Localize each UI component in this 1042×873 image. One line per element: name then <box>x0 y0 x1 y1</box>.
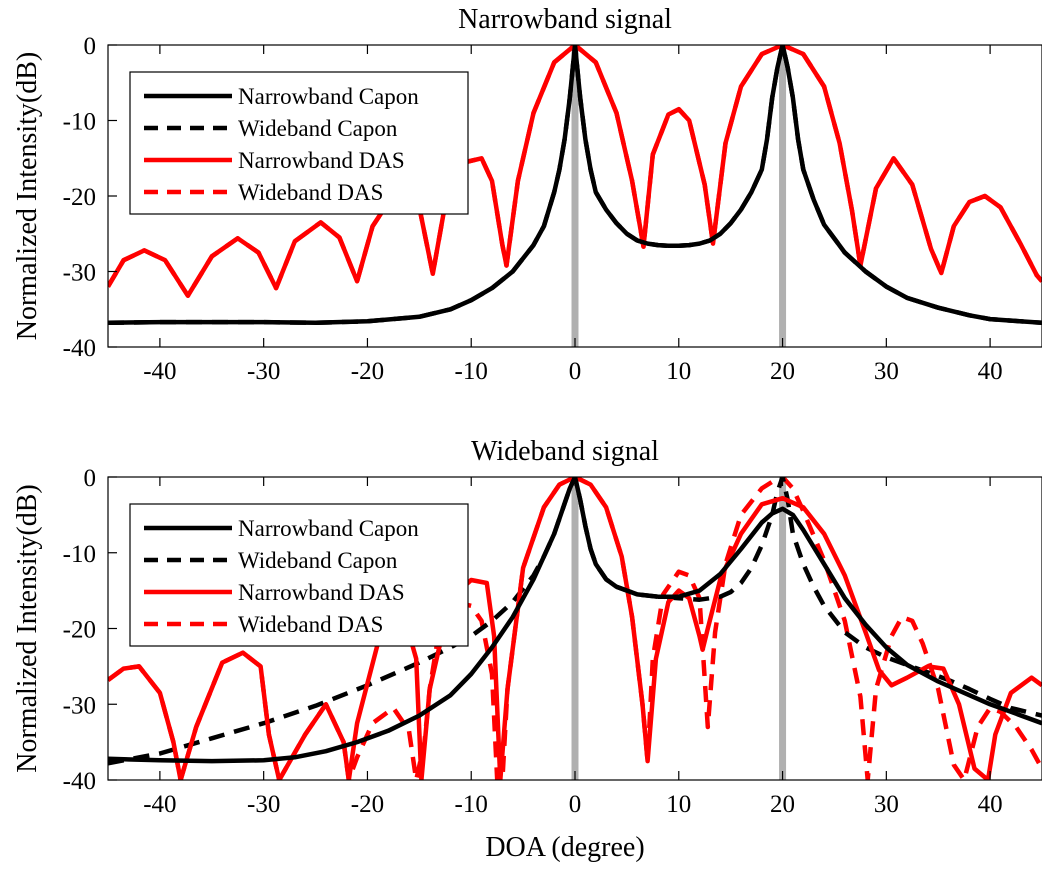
series-line-narrowband-das <box>108 45 1042 298</box>
legend-label: Narrowband DAS <box>238 148 405 173</box>
x-tick-label: -20 <box>351 358 384 385</box>
x-tick-label: 10 <box>666 358 691 385</box>
legend-label: Wideband Capon <box>238 548 398 573</box>
y-tick-label: -10 <box>63 109 96 136</box>
y-tick-label: 0 <box>84 465 97 492</box>
x-tick-label: -10 <box>455 791 488 818</box>
chart-panel-1: -40 -30 -20 -10 0 10 20 30 40 0 -10 -20 -30 -40 Narrow… <box>12 4 1042 385</box>
legend-label: Wideband DAS <box>238 612 383 637</box>
legend: Narrowband Capon Wideband Capon Narrowband… <box>129 71 469 215</box>
y-tick-label: -10 <box>63 541 96 568</box>
chart-title: Narrowband signal <box>458 4 672 35</box>
x-axis-label: DOA (degree) <box>485 832 644 863</box>
x-tick-label: 30 <box>874 791 899 818</box>
x-tick-label: 10 <box>666 791 691 818</box>
legend-label: Wideband Capon <box>238 116 398 141</box>
x-tick-label: 20 <box>770 358 795 385</box>
legend: Narrowband Capon Wideband Capon Narrowband… <box>129 503 469 647</box>
legend-label: Narrowband DAS <box>238 580 405 605</box>
x-tick-label: 0 <box>569 358 582 385</box>
legend-label: Narrowband Capon <box>238 84 419 109</box>
y-tick-label: -20 <box>63 617 96 644</box>
y-tick-label: -20 <box>63 184 96 211</box>
x-tick-label: 30 <box>874 358 899 385</box>
series-line-narrowband-capon <box>108 45 1042 326</box>
y-axis-label: Normalized Intensity(dB) <box>12 484 43 772</box>
y-tick-label: -30 <box>63 692 96 719</box>
y-tick-label: -40 <box>63 768 96 795</box>
series-line-narrowband-capon <box>108 477 1042 764</box>
x-tick-label: 0 <box>569 791 582 818</box>
chart-panel-2: -40 -30 -20 -10 0 10 20 30 40 0 -10 -20 -30 -40 Wideba… <box>12 436 1042 863</box>
chart-title: Wideband signal <box>471 436 659 467</box>
legend-label: Narrowband Capon <box>238 516 419 541</box>
series-line-wideband-capon <box>108 477 1042 766</box>
x-tick-label: -40 <box>143 358 176 385</box>
x-tick-label: -10 <box>455 358 488 385</box>
x-tick-label: -30 <box>247 791 280 818</box>
x-tick-label: -40 <box>143 791 176 818</box>
y-tick-label: 0 <box>84 33 97 60</box>
legend-label: Wideband DAS <box>238 180 383 205</box>
series-line-narrowband-das <box>108 477 1042 780</box>
x-tick-label: 40 <box>978 358 1003 385</box>
x-tick-label: 40 <box>978 791 1003 818</box>
y-axis-label: Normalized Intensity(dB) <box>12 52 43 340</box>
x-tick-label: -30 <box>247 358 280 385</box>
y-tick-label: -40 <box>63 335 96 362</box>
x-tick-label: -20 <box>351 791 384 818</box>
y-tick-label: -30 <box>63 260 96 287</box>
x-tick-label: 20 <box>770 791 795 818</box>
